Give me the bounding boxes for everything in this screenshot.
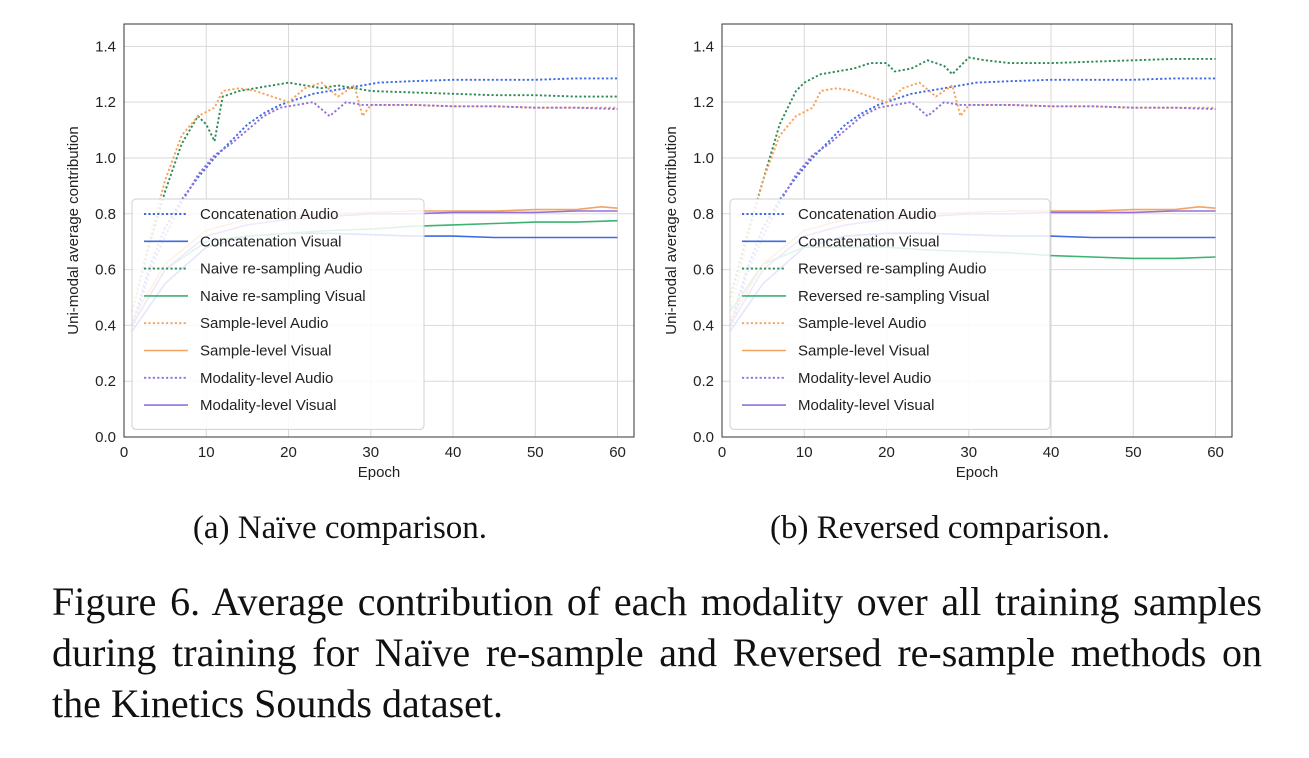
x-tick-label: 0 — [120, 444, 128, 461]
chart-panel-naive: 0 10 20 30 40 50 60 0.0 0.2 0.4 0.6 0.8 1.0 1.2 1.4 Epo… — [0, 0, 640, 510]
series-line-naive-re-sampling-audio — [131, 81, 618, 312]
legend-entry: Naive re-sampling Audio — [200, 261, 363, 278]
x-tick-label: 40 — [445, 444, 462, 461]
legend-entry: Modality-level Audio — [200, 370, 333, 387]
y-tick-label: 1.4 — [95, 38, 116, 55]
legend-entry: Sample-level Audio — [200, 315, 328, 332]
chart-reversed-comparison: 0 10 20 30 40 50 60 0.0 0.2 0.4 0.6 0.8 1.0 1.2 1.4 Epo… — [663, 23, 1233, 481]
legend-entry: Concatenation Visual — [200, 233, 342, 250]
legend-entry: Concatenation Visual — [798, 233, 940, 250]
x-tick-label: 60 — [609, 444, 626, 461]
y-tick-label: 0.2 — [693, 373, 714, 390]
y-tick-label: 0.2 — [95, 373, 116, 390]
y-axis-label: Uni-modal average contribution — [663, 126, 680, 334]
legend-entry: Sample-level Visual — [798, 343, 929, 360]
series-line-modality-level-audio — [729, 101, 1216, 332]
x-axis-label: Epoch — [956, 464, 999, 481]
y-tick-label: 1.0 — [95, 150, 116, 167]
legend-box — [729, 198, 1051, 430]
x-tick-label: 60 — [1207, 444, 1224, 461]
x-tick-label: 0 — [718, 444, 726, 461]
y-tick-label: 0.6 — [693, 262, 714, 279]
y-tick-label: 0.8 — [693, 206, 714, 223]
x-tick-label: 30 — [960, 444, 977, 461]
series-line-reversed-re-sampling-audio — [729, 56, 1216, 298]
y-tick-label: 0.8 — [95, 206, 116, 223]
legend-entry: Reversed re-sampling Visual — [798, 288, 989, 305]
x-axis-label: Epoch — [358, 464, 401, 481]
series-line-concatenation-audio — [131, 77, 618, 326]
x-tick-label: 10 — [198, 444, 215, 461]
chart-panel-reversed: 0 10 20 30 40 50 60 0.0 0.2 0.4 0.6 0.8 1.0 1.2 1.4 Epo… — [598, 0, 1238, 510]
series-line-concatenation-audio — [729, 77, 1216, 326]
legend-entry: Concatenation Audio — [798, 206, 936, 223]
x-tick-label: 30 — [362, 444, 379, 461]
legend-entry: Sample-level Audio — [798, 315, 926, 332]
chart-naive-comparison: 0 10 20 30 40 50 60 0.0 0.2 0.4 0.6 0.8 1.0 1.2 1.4 Epo… — [65, 23, 635, 481]
y-axis-label: Uni-modal average contribution — [65, 126, 82, 334]
legend-entry: Reversed re-sampling Audio — [798, 261, 986, 278]
y-tick-label: 0.0 — [95, 429, 116, 446]
y-tick-label: 0.4 — [95, 317, 116, 334]
series-line-modality-level-audio — [131, 101, 618, 332]
legend-entry: Sample-level Visual — [200, 343, 331, 360]
x-tick-label: 20 — [280, 444, 297, 461]
legend-entry: Concatenation Audio — [200, 206, 338, 223]
y-tick-label: 1.2 — [95, 94, 116, 111]
y-tick-label: 1.2 — [693, 94, 714, 111]
x-tick-label: 50 — [527, 444, 544, 461]
subcaption-a: (a) Naïve comparison. — [192, 510, 488, 546]
y-tick-label: 0.0 — [693, 429, 714, 446]
plot-frame — [721, 23, 1233, 438]
legend-entry: Naive re-sampling Visual — [200, 288, 366, 305]
legend-entry: Modality-level Visual — [798, 397, 934, 414]
y-tick-label: 0.4 — [693, 317, 714, 334]
x-tick-label: 20 — [878, 444, 895, 461]
figure-caption: Figure 6. Average contribution of each m… — [52, 579, 1262, 726]
x-tick-label: 10 — [796, 444, 813, 461]
y-tick-label: 1.0 — [693, 150, 714, 167]
x-tick-label: 50 — [1125, 444, 1142, 461]
legend-entry: Modality-level Audio — [798, 370, 931, 387]
y-tick-label: 0.6 — [95, 262, 116, 279]
y-tick-label: 1.4 — [693, 38, 714, 55]
x-tick-label: 40 — [1043, 444, 1060, 461]
legend-box — [131, 198, 425, 430]
plot-frame — [123, 23, 635, 438]
subcaption-b: (b) Reversed comparison. — [770, 510, 1110, 546]
legend-entry: Modality-level Visual — [200, 397, 336, 414]
